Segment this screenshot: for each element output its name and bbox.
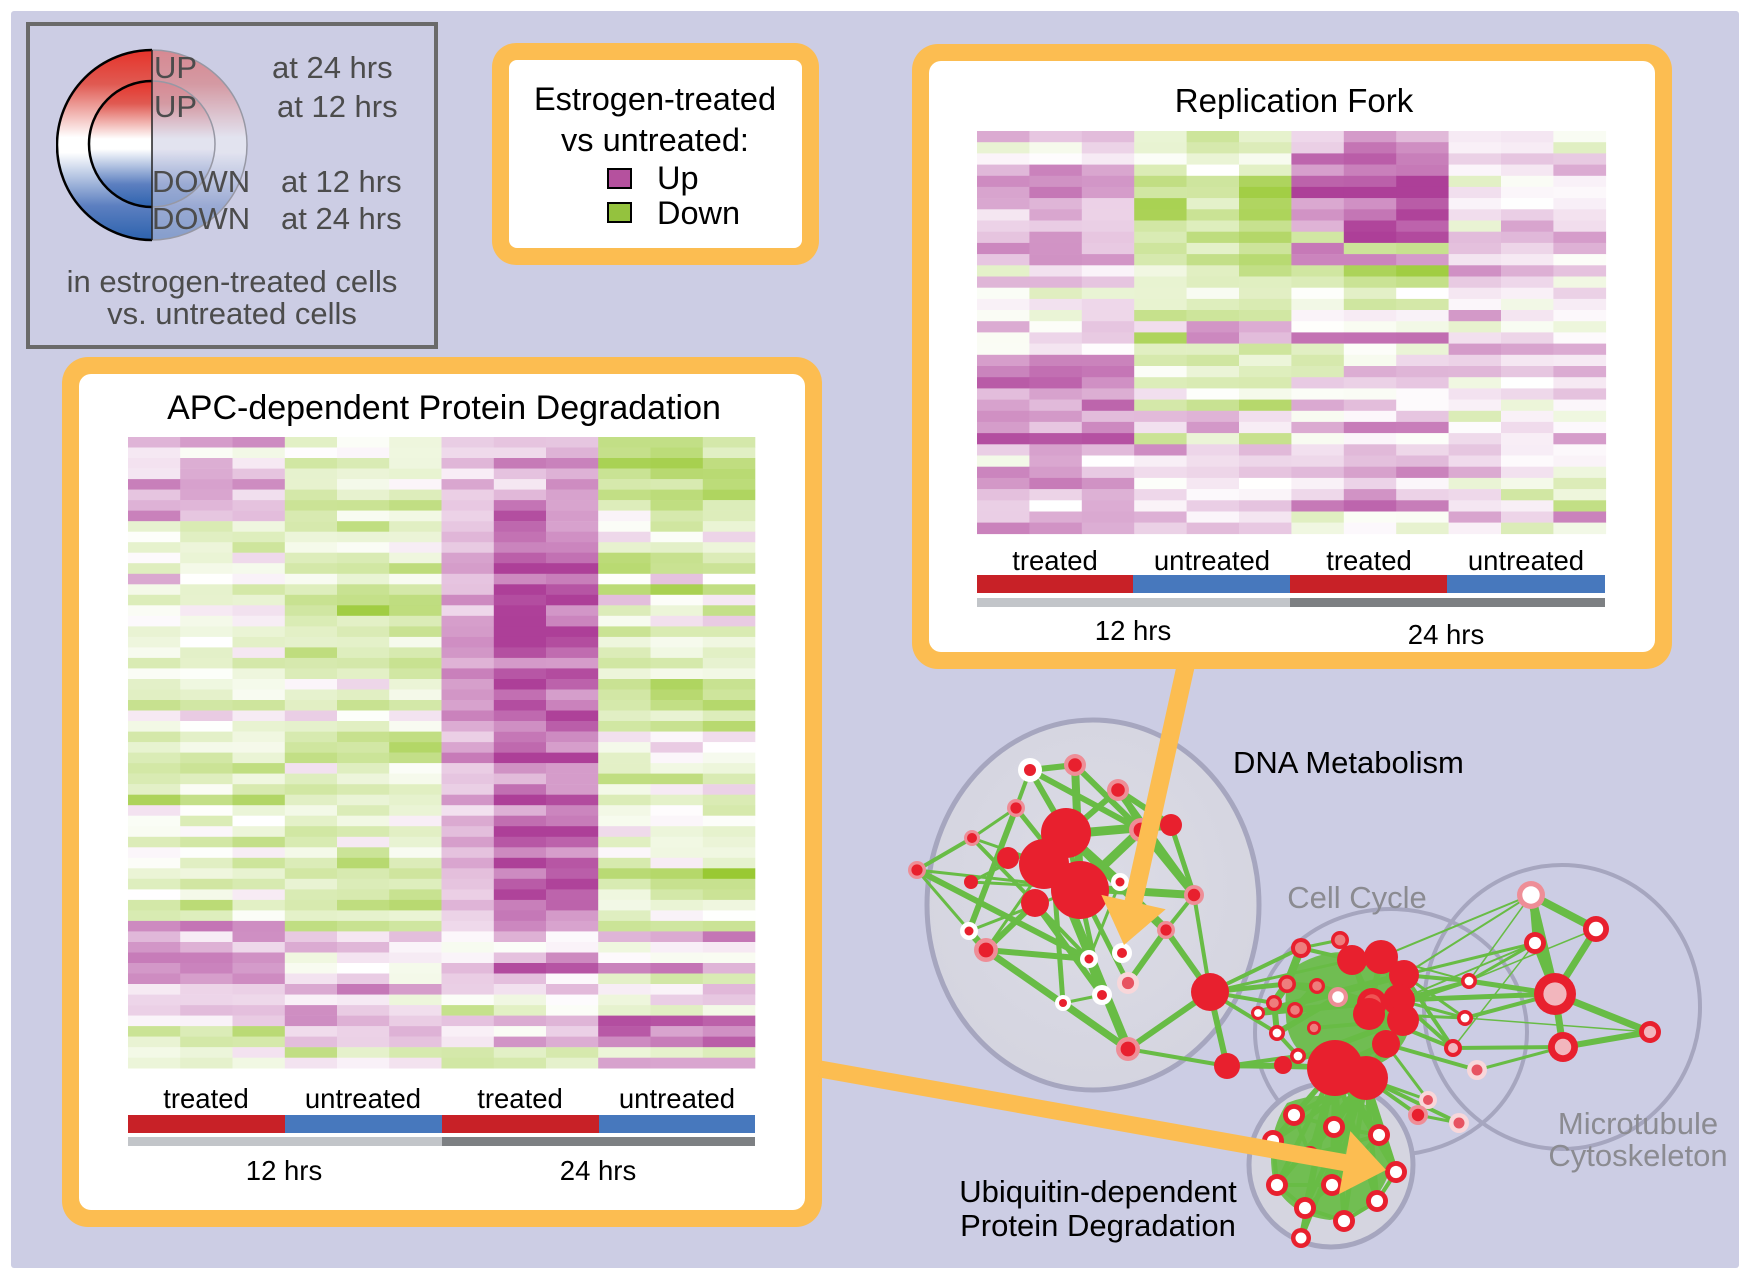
svg-text:Microtubule: Microtubule: [1558, 1106, 1718, 1141]
svg-text:Up: Up: [657, 160, 699, 196]
svg-text:untreated: untreated: [1468, 545, 1584, 576]
svg-text:Replication Fork: Replication Fork: [1175, 82, 1414, 119]
svg-text:DOWN: DOWN: [152, 201, 250, 236]
svg-text:12 hrs: 12 hrs: [246, 1155, 322, 1186]
svg-text:treated: treated: [1012, 545, 1098, 576]
svg-text:vs untreated:: vs untreated:: [561, 122, 749, 158]
svg-text:untreated: untreated: [1154, 545, 1270, 576]
svg-text:untreated: untreated: [305, 1083, 421, 1114]
svg-text:Ubiquitin-dependent: Ubiquitin-dependent: [959, 1174, 1237, 1209]
svg-text:12 hrs: 12 hrs: [1095, 615, 1171, 646]
svg-text:DOWN: DOWN: [152, 164, 250, 199]
svg-text:Cell Cycle: Cell Cycle: [1287, 880, 1427, 915]
svg-text:Down: Down: [657, 195, 740, 231]
svg-text:DNA Metabolism: DNA Metabolism: [1233, 745, 1464, 780]
svg-text:at 24 hrs: at 24 hrs: [272, 50, 393, 85]
svg-text:at 24 hrs: at 24 hrs: [281, 201, 402, 236]
svg-text:24 hrs: 24 hrs: [560, 1155, 636, 1186]
svg-text:APC-dependent Protein Degradat: APC-dependent Protein Degradation: [167, 389, 721, 427]
svg-text:UP: UP: [154, 50, 197, 85]
svg-text:at 12 hrs: at 12 hrs: [281, 164, 402, 199]
svg-text:at 12 hrs: at 12 hrs: [277, 89, 398, 124]
svg-text:untreated: untreated: [619, 1083, 735, 1114]
svg-text:treated: treated: [1326, 545, 1412, 576]
svg-text:treated: treated: [163, 1083, 249, 1114]
svg-text:24 hrs: 24 hrs: [1408, 619, 1484, 650]
svg-text:UP: UP: [154, 89, 197, 124]
svg-text:Estrogen-treated: Estrogen-treated: [534, 81, 776, 117]
svg-text:vs. untreated cells: vs. untreated cells: [107, 296, 357, 331]
svg-text:Cytoskeleton: Cytoskeleton: [1548, 1138, 1727, 1173]
svg-text:treated: treated: [477, 1083, 563, 1114]
svg-text:in estrogen-treated cells: in estrogen-treated cells: [67, 264, 398, 299]
svg-text:Protein Degradation: Protein Degradation: [960, 1208, 1236, 1243]
